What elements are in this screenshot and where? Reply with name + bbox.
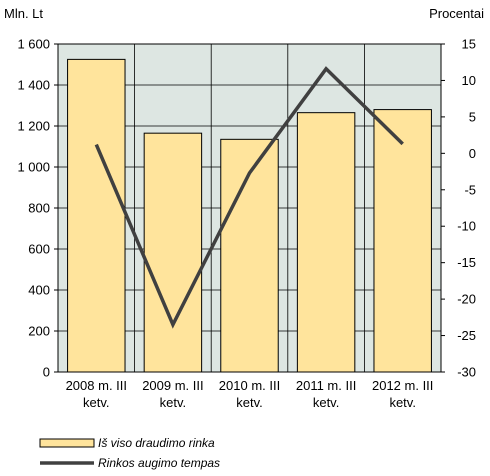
y-left-axis-title: Mln. Lt (4, 6, 43, 21)
x-tick-label: 2011 m. III (296, 378, 356, 393)
y-left-tick-label: 200 (28, 324, 50, 339)
legend-label-line: Rinkos augimo tempas (98, 456, 220, 470)
y-left-tick-label: 1 200 (17, 119, 50, 134)
series-line-growth-rate (94, 66, 404, 329)
y-left-tick-label: 0 (43, 365, 50, 380)
y-left-tick-label: 1 400 (17, 78, 50, 93)
y-right-tick-label: 10 (462, 73, 476, 88)
x-tick-label: 2008 m. III (66, 378, 127, 393)
y-left-tick-label: 600 (28, 242, 50, 257)
x-tick-label: 2009 m. III (142, 378, 203, 393)
y-left-tick-label: 1 600 (17, 37, 50, 52)
bar-5 (373, 109, 432, 373)
bar-1 (67, 58, 126, 373)
y-right-tick-label: -30 (457, 365, 476, 380)
y-right-tick-label: -25 (457, 328, 476, 343)
y-right-tick-label: -20 (457, 292, 476, 307)
x-tick-label: ketv. (389, 395, 416, 410)
y-right-tick-label: -5 (464, 182, 476, 197)
x-tick-label: ketv. (160, 395, 187, 410)
x-tick-label: 2012 m. III (372, 378, 433, 393)
y-right-axis-title: Procentai (429, 6, 484, 21)
bar-2 (143, 132, 203, 373)
bar-4 (296, 112, 356, 373)
y-right-tick-label: 0 (469, 146, 476, 161)
x-tick-label: ketv. (313, 395, 340, 410)
y-left-tick-label: 1 000 (17, 160, 50, 175)
y-right-tick-label: -15 (457, 255, 476, 270)
y-right-tick-label: 15 (462, 37, 476, 52)
y-right-tick-label: -10 (457, 219, 476, 234)
x-tick-label: ketv. (236, 395, 263, 410)
y-right-tick-label: 5 (469, 109, 476, 124)
legend-label-bar: Iš viso draudimo rinka (98, 436, 215, 450)
x-tick-label: ketv. (83, 395, 110, 410)
x-tick-label: 2010 m. III (219, 378, 280, 393)
bar-3 (220, 138, 279, 373)
y-left-tick-label: 800 (28, 201, 50, 216)
y-left-tick-label: 400 (28, 283, 50, 298)
legend-swatch-bar (39, 438, 95, 448)
